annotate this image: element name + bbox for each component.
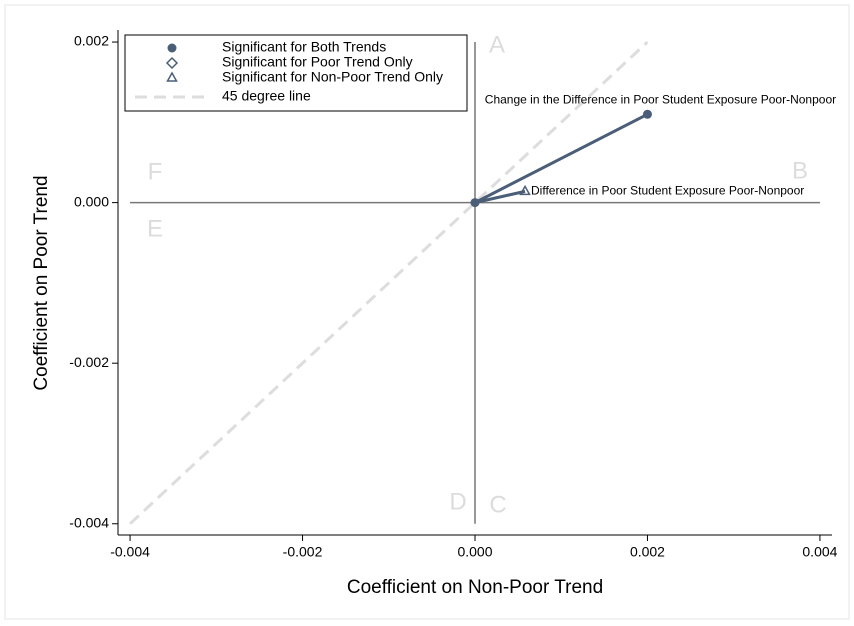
point	[519, 184, 531, 196]
legend-label: Significant for Poor Trend Only	[222, 54, 413, 70]
legend-box	[124, 34, 468, 112]
quadrant-label: A	[489, 31, 505, 58]
legend-marker	[166, 71, 178, 82]
y-tick-label: -0.002	[69, 354, 109, 370]
diagonal-line	[129, 40, 649, 525]
legend-label: Significant for Both Trends	[222, 39, 386, 55]
point	[470, 198, 480, 208]
quadrant-label: C	[489, 491, 506, 518]
x-tick-label: -0.002	[283, 544, 323, 560]
quadrant-label: D	[449, 488, 466, 515]
point	[642, 109, 652, 119]
y-tick-label: 0.000	[74, 193, 109, 209]
x-tick-label: 0.004	[802, 544, 837, 560]
legend-marker	[167, 43, 177, 53]
quadrant-label: E	[147, 215, 163, 242]
quadrant-label: B	[792, 157, 808, 184]
legend-label: Significant for Non-Poor Trend Only	[222, 69, 443, 85]
x-tick-label: 0.000	[457, 544, 492, 560]
vector	[474, 189, 526, 205]
point-label: Difference in Poor Student Exposure Poor…	[531, 184, 804, 198]
y-tick-label: -0.004	[69, 514, 109, 530]
legend-marker	[165, 56, 179, 70]
y-axis-title: Coefficient on Poor Trend	[31, 175, 52, 390]
x-tick-label: -0.004	[110, 544, 150, 560]
x-axis-title: Coefficient on Non-Poor Trend	[347, 577, 603, 598]
x-tick-label: 0.002	[630, 544, 665, 560]
y-tick-label: 0.002	[74, 33, 109, 49]
point-label: Change in the Difference in Poor Student…	[485, 92, 836, 106]
quadrant-label: F	[148, 158, 163, 185]
vector	[474, 112, 649, 204]
legend-label: 45 degree line	[222, 88, 311, 104]
